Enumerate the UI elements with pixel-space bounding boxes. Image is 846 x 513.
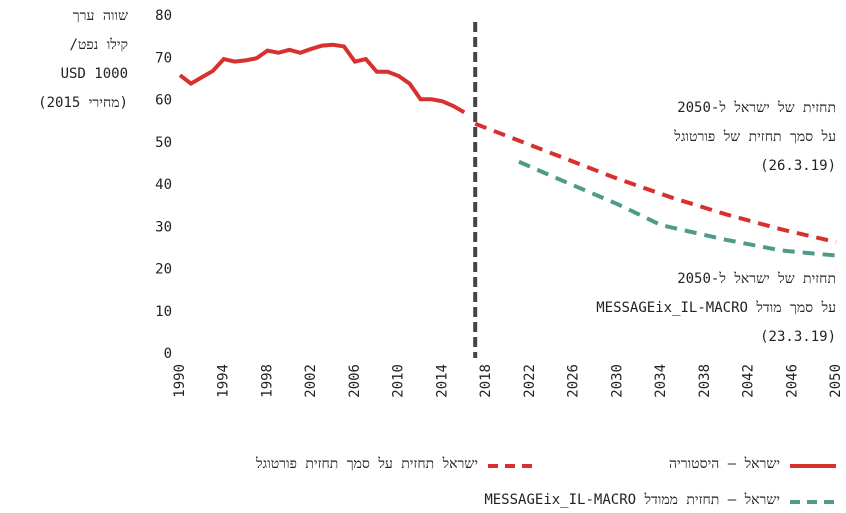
y-tick-label: 60: [155, 93, 172, 109]
annotation: תחזית של ישראל ל-2050: [677, 271, 836, 287]
y-tick-label: 80: [155, 8, 172, 24]
x-tick-label: 2014: [434, 364, 450, 398]
annotation: (23.3.19): [760, 329, 836, 345]
annotation: תחזית של ישראל ל-2050: [677, 100, 836, 116]
x-tick-label: 2050: [828, 364, 844, 398]
y-axis-label: USD 1000: [60, 66, 128, 82]
series-line: [474, 121, 837, 244]
x-tick-label: 2022: [522, 364, 538, 398]
y-tick-label: 0: [164, 346, 172, 362]
annotation: על סמך תחזית של פורטוגל: [674, 129, 836, 145]
y-axis-label: שווה ערך: [72, 8, 128, 24]
y-tick-label: 10: [155, 304, 172, 320]
x-tick-label: 2034: [653, 364, 669, 398]
x-tick-label: 2046: [784, 364, 800, 398]
x-tick-label: 2002: [303, 364, 319, 398]
y-tick-label: 30: [155, 219, 172, 235]
legend-label: ישראל – תחזית ממודל MESSAGEix_IL-MACRO: [484, 492, 780, 508]
x-tick-label: 1994: [216, 364, 232, 398]
x-tick-label: 2042: [741, 364, 757, 398]
legend-label: ישראל תחזית על סמך תחזית פורטוגל: [255, 456, 478, 472]
x-tick-label: 2006: [347, 364, 363, 398]
legend-label: ישראל – היסטוריה: [668, 456, 780, 472]
x-tick-label: 2030: [609, 364, 625, 398]
y-tick-label: 70: [155, 50, 172, 66]
y-tick-label: 50: [155, 135, 172, 151]
x-tick-label: 1998: [259, 364, 275, 398]
y-tick-label: 20: [155, 262, 172, 278]
x-tick-label: 2018: [478, 364, 494, 398]
series-line: [178, 42, 466, 115]
y-tick-label: 40: [155, 177, 172, 193]
annotation: (26.3.19): [760, 158, 836, 174]
annotation: על סמך מודל MESSAGEix_IL-MACRO: [596, 300, 836, 316]
x-tick-label: 2026: [566, 364, 582, 398]
y-axis-label: (מחירי 2015): [38, 95, 128, 111]
x-tick-label: 2010: [391, 364, 407, 398]
x-tick-label: 2038: [697, 364, 713, 398]
y-axis-label: קילו נפט/: [69, 37, 129, 53]
series-line: [518, 159, 837, 258]
x-tick-label: 1990: [172, 364, 188, 398]
